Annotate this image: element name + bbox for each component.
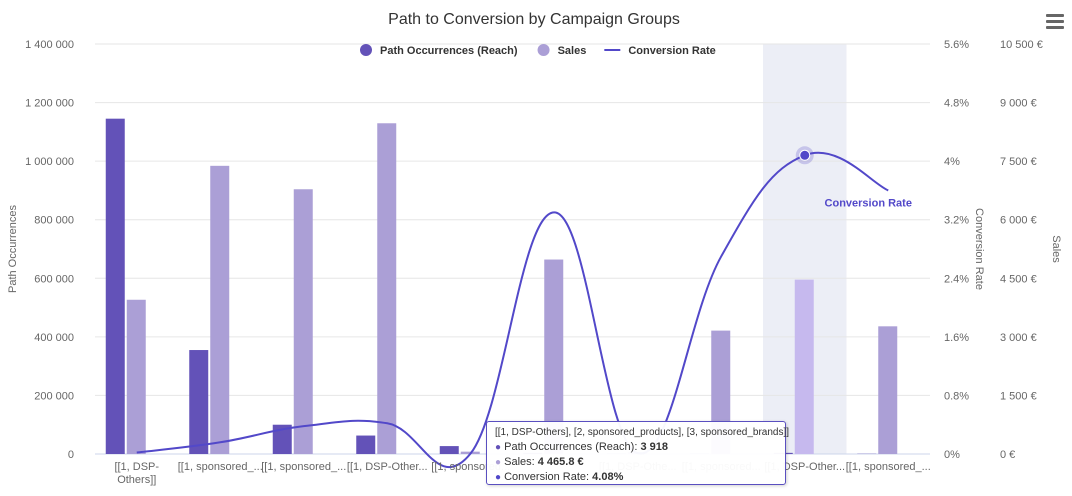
x-tick-label: [[1, sponsored_...: [178, 461, 263, 473]
legend-label: Sales: [558, 45, 587, 57]
y-tick-rate: 4%: [944, 156, 960, 168]
y-tick-left: 1 400 000: [25, 39, 74, 51]
y-axis-label-sales: Sales: [1050, 235, 1062, 263]
tooltip: [[1, DSP-Others], [2, sponsored_products…: [486, 421, 790, 485]
y-tick-rate: 4.8%: [944, 98, 969, 110]
bar-reach[interactable]: [272, 424, 292, 454]
tooltip-value-rate: 4.08%: [592, 471, 624, 483]
tooltip-row-reach: ● Path Occurrences (Reach): 3 918: [495, 440, 777, 455]
y-tick-sales: 10 500 €: [1000, 39, 1043, 51]
conversion-rate-line: [136, 151, 889, 469]
y-tick-left: 800 000: [34, 215, 74, 227]
x-tick-label: [[1, sponsored_...: [261, 461, 346, 473]
legend-label: Path Occurrences (Reach): [380, 45, 518, 57]
y-tick-sales: 9 000 €: [1000, 98, 1037, 110]
y-tick-rate: 5.6%: [944, 39, 969, 51]
x-tick-label: [[1, DSP-Other...: [347, 461, 428, 473]
legend-item[interactable]: Sales: [537, 44, 587, 57]
bar-sales[interactable]: [544, 259, 564, 454]
tooltip-dot-reach: ●: [495, 442, 502, 453]
tooltip-label-rate: Conversion Rate:: [504, 471, 593, 483]
tooltip-dot-rate: ●: [495, 472, 502, 483]
tooltip-row-rate: ● Conversion Rate: 4.08%: [495, 470, 777, 485]
legend-swatch: [360, 44, 372, 56]
y-axis-label-left: Path Occurrences: [7, 204, 19, 293]
x-tick-label: [[1, DSP-Others]]: [114, 461, 159, 486]
legend-item[interactable]: Path Occurrences (Reach): [360, 44, 518, 57]
bar-reach[interactable]: [189, 350, 209, 454]
y-tick-sales: 6 000 €: [1000, 215, 1037, 227]
tooltip-label-sales: Sales:: [504, 456, 538, 468]
y-tick-rate: 1.6%: [944, 332, 969, 344]
chart-menu-icon[interactable]: [1046, 14, 1064, 30]
y-tick-sales: 3 000 €: [1000, 332, 1037, 344]
y-axis-label-rate: Conversion Rate: [973, 208, 985, 290]
y-tick-rate: 0%: [944, 449, 960, 461]
tooltip-header: [[1, DSP-Others], [2, sponsored_products…: [495, 427, 790, 438]
bar-sales[interactable]: [377, 123, 397, 455]
bar-sales[interactable]: [210, 165, 230, 455]
y-tick-sales: 1 500 €: [1000, 390, 1037, 402]
y-tick-rate: 2.4%: [944, 273, 969, 285]
conversion-rate-data-label: Conversion Rate: [825, 197, 912, 209]
chart-title: Path to Conversion by Campaign Groups: [388, 11, 680, 28]
legend-label: Conversion Rate: [628, 45, 715, 57]
bar-sales[interactable]: [878, 326, 898, 454]
rate-marker[interactable]: [799, 149, 811, 161]
tooltip-value-reach: 3 918: [640, 441, 668, 453]
legend: Path Occurrences (Reach) Sales Conversion …: [360, 44, 716, 57]
bar-sales[interactable]: [126, 299, 146, 454]
y-tick-left: 1 000 000: [25, 156, 74, 168]
axes: 0 200 000 400 000 600 000 800 000 1 000 000 1 …: [7, 39, 1062, 486]
y-tick-left: 400 000: [34, 332, 74, 344]
y-tick-sales: 4 500 €: [1000, 273, 1037, 285]
legend-item[interactable]: Conversion Rate: [604, 45, 716, 57]
grid: [95, 43, 930, 455]
y-tick-sales: 0 €: [1000, 449, 1015, 461]
y-tick-rate: 0.8%: [944, 390, 969, 402]
legend-swatch: [537, 44, 550, 56]
tooltip-value-sales: 4 465.8 €: [537, 456, 584, 468]
y-tick-left: 200 000: [34, 390, 74, 402]
tooltip-label-reach: Path Occurrences (Reach):: [504, 441, 641, 453]
x-tick-label: [[1, sponsored_...: [846, 461, 931, 473]
tooltip-row-sales: ● Sales: 4 465.8 €: [495, 455, 777, 470]
bar-reach[interactable]: [356, 435, 376, 454]
y-tick-left: 600 000: [34, 273, 74, 285]
bar-sales[interactable]: [794, 279, 814, 454]
y-tick-sales: 7 500 €: [1000, 156, 1037, 168]
bar-sales[interactable]: [293, 189, 313, 454]
bar-reach[interactable]: [439, 446, 459, 454]
y-tick-left: 1 200 000: [25, 98, 74, 110]
y-tick-rate: 3.2%: [944, 215, 969, 227]
bar-reach[interactable]: [105, 118, 125, 454]
markers: [795, 146, 814, 165]
y-tick-left: 0: [68, 449, 74, 461]
tooltip-dot-sales: ●: [495, 457, 502, 468]
